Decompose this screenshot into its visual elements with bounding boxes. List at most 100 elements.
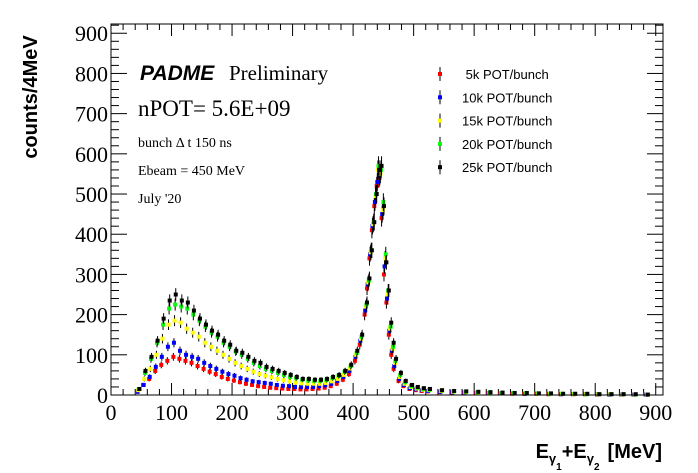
x-tick-label: 600 [458, 400, 491, 425]
data-point [357, 342, 362, 347]
data-point [167, 306, 172, 311]
x-title-sub1: 1 [556, 462, 562, 473]
data-point [387, 328, 392, 333]
data-point [398, 372, 403, 377]
data-point [159, 362, 164, 367]
data-point [388, 326, 393, 331]
data-point [311, 384, 316, 389]
legend-label: 5k POT/bunch [462, 67, 549, 82]
x-tick-label: 900 [639, 400, 672, 425]
data-point [342, 372, 347, 377]
x-tick-label: 400 [337, 400, 370, 425]
data-point [394, 356, 399, 361]
y-tick-label: 500 [75, 182, 108, 207]
data-point [177, 356, 182, 361]
data-point [311, 381, 316, 386]
data-point [366, 278, 371, 283]
data-point [215, 334, 220, 339]
data-point [141, 382, 146, 387]
data-point [191, 308, 196, 313]
data-point [367, 276, 372, 281]
data-point [299, 384, 304, 389]
data-point [292, 386, 297, 391]
data-point [274, 386, 279, 391]
data-point [398, 370, 403, 375]
brand-label: PADME [140, 62, 215, 85]
bunch-label: bunch Δ t 150 ns [138, 136, 232, 151]
data-point [440, 388, 445, 393]
data-point [148, 356, 153, 361]
data-point [208, 364, 213, 369]
data-point [232, 373, 237, 378]
data-point [389, 348, 394, 353]
data-point [392, 364, 397, 369]
data-point [392, 360, 397, 365]
data-point [329, 379, 334, 384]
data-point [385, 296, 390, 301]
data-point [524, 390, 529, 395]
data-point [250, 379, 255, 384]
data-point [388, 324, 393, 329]
data-point [252, 358, 257, 363]
data-point [354, 352, 359, 357]
data-point [319, 377, 324, 382]
legend-item: 10k POT/bunch [438, 90, 552, 105]
data-point [381, 200, 386, 205]
data-point [185, 300, 190, 305]
data-point [322, 385, 327, 390]
data-point [349, 362, 354, 367]
data-point [304, 387, 309, 392]
data-point [316, 386, 321, 391]
data-point [195, 364, 200, 369]
data-point [178, 348, 183, 353]
data-point [382, 264, 387, 269]
data-point [245, 356, 250, 361]
data-point [201, 366, 206, 371]
data-point [274, 382, 279, 387]
data-point [250, 382, 255, 387]
data-point [362, 312, 367, 317]
data-point [178, 320, 183, 325]
y-tick-label: 300 [75, 262, 108, 287]
data-point [184, 326, 189, 331]
data-point [293, 384, 298, 389]
x-tick-label: 500 [397, 400, 430, 425]
data-point [343, 368, 348, 373]
data-point [173, 302, 178, 307]
y-tick-label: 0 [97, 383, 108, 408]
data-point [340, 377, 345, 382]
data-point [286, 386, 291, 391]
data-point [384, 260, 389, 265]
date-label: July '20 [138, 192, 181, 207]
data-point [348, 366, 353, 371]
data-point [323, 383, 328, 388]
x-title-sub2: 2 [594, 462, 600, 473]
data-point [227, 344, 232, 349]
data-point [251, 360, 256, 365]
data-point [221, 340, 226, 345]
data-point [204, 322, 209, 327]
data-point [305, 384, 310, 389]
data-point [373, 194, 378, 199]
data-point [190, 354, 195, 359]
legend-item: 5k POT/bunch [438, 67, 549, 82]
data-point [353, 354, 358, 359]
data-point [282, 370, 287, 375]
data-point [288, 372, 293, 377]
data-point [347, 368, 352, 373]
data-point [512, 390, 517, 395]
data-point [287, 379, 292, 384]
data-point [165, 358, 170, 363]
data-point [561, 391, 566, 396]
ebeam-label: Ebeam = 450 MeV [138, 164, 245, 179]
data-point [549, 391, 554, 396]
data-point [585, 391, 590, 396]
data-point [488, 390, 493, 395]
data-point [500, 390, 505, 395]
data-point [190, 330, 195, 335]
data-point [281, 378, 286, 383]
y-tick-labels: 0 100 200 300 400 500 600 700 800 900 [75, 21, 108, 408]
legend-item: 25k POT/bunch [438, 160, 552, 175]
data-point [597, 392, 602, 397]
y-tick-label: 800 [75, 61, 108, 86]
